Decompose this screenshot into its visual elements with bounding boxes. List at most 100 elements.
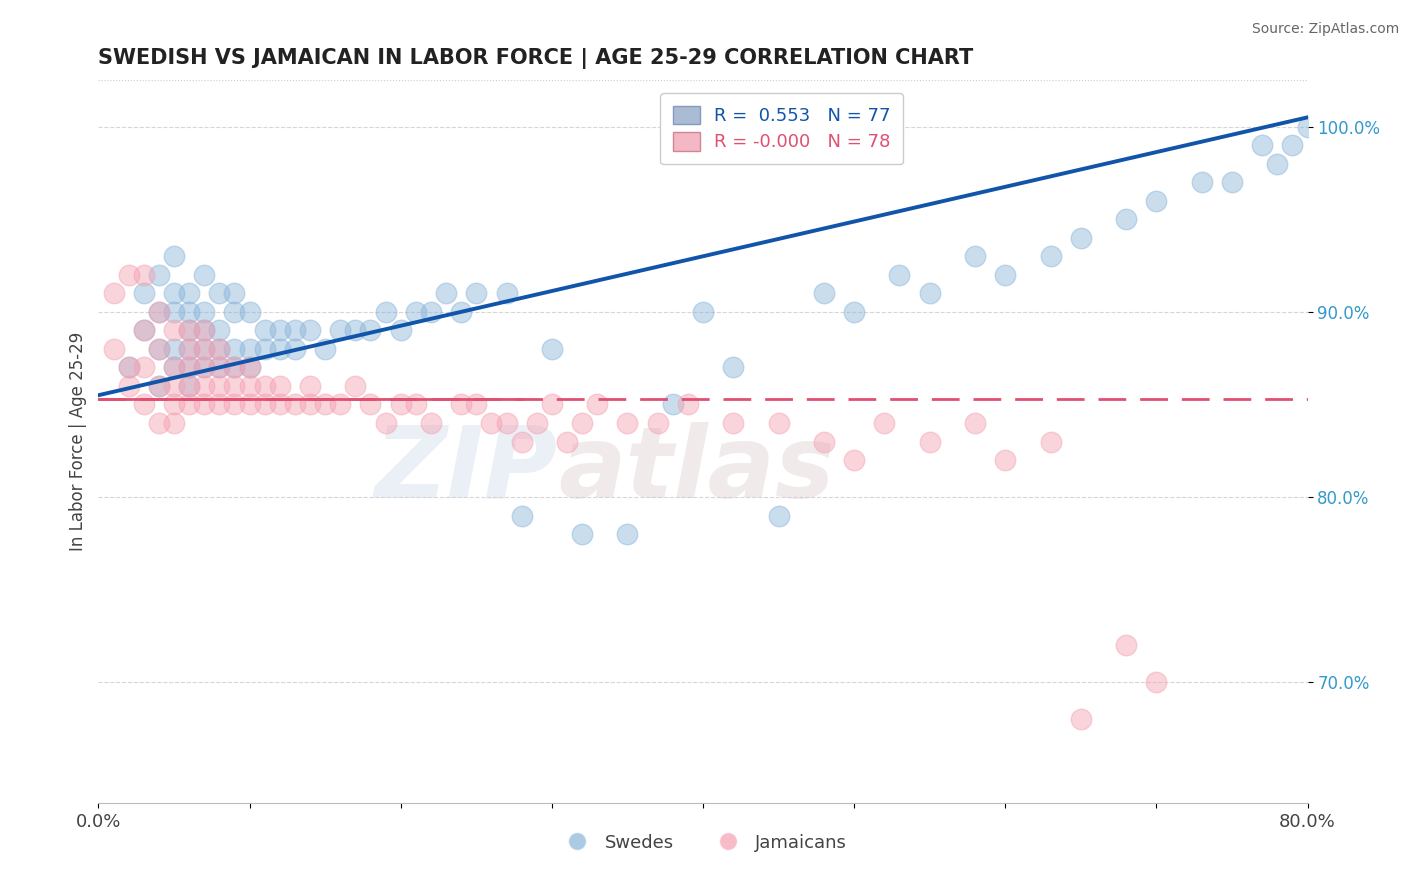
Point bbox=[405, 397, 427, 411]
Point bbox=[1039, 434, 1062, 449]
Point bbox=[329, 323, 352, 337]
Point bbox=[994, 268, 1017, 282]
Point bbox=[1144, 194, 1167, 208]
Point bbox=[918, 286, 941, 301]
Point bbox=[118, 268, 141, 282]
Point bbox=[179, 379, 201, 393]
Text: SWEDISH VS JAMAICAN IN LABOR FORCE | AGE 25-29 CORRELATION CHART: SWEDISH VS JAMAICAN IN LABOR FORCE | AGE… bbox=[98, 47, 974, 69]
Point bbox=[163, 323, 186, 337]
Point bbox=[163, 416, 186, 430]
Point bbox=[132, 323, 155, 337]
Point bbox=[179, 379, 201, 393]
Point bbox=[918, 434, 941, 449]
Point bbox=[1296, 120, 1319, 134]
Point bbox=[208, 397, 231, 411]
Point bbox=[179, 360, 201, 375]
Point bbox=[1039, 249, 1062, 263]
Point bbox=[224, 360, 246, 375]
Point bbox=[374, 416, 396, 430]
Point bbox=[314, 342, 336, 356]
Point bbox=[163, 360, 186, 375]
Point bbox=[965, 249, 987, 263]
Point bbox=[193, 360, 215, 375]
Point bbox=[676, 397, 699, 411]
Point bbox=[253, 379, 276, 393]
Point bbox=[132, 397, 155, 411]
Y-axis label: In Labor Force | Age 25-29: In Labor Force | Age 25-29 bbox=[69, 332, 87, 551]
Point bbox=[103, 286, 125, 301]
Point bbox=[420, 416, 443, 430]
Point bbox=[208, 360, 231, 375]
Point bbox=[224, 397, 246, 411]
Point bbox=[148, 379, 170, 393]
Point bbox=[405, 305, 427, 319]
Point bbox=[269, 379, 291, 393]
Point bbox=[239, 342, 262, 356]
Point bbox=[253, 397, 276, 411]
Point bbox=[465, 286, 488, 301]
Point bbox=[118, 360, 141, 375]
Point bbox=[360, 323, 382, 337]
Point bbox=[768, 416, 790, 430]
Point bbox=[208, 342, 231, 356]
Point bbox=[208, 342, 231, 356]
Point bbox=[208, 360, 231, 375]
Point bbox=[692, 305, 714, 319]
Point bbox=[148, 342, 170, 356]
Point bbox=[661, 397, 683, 411]
Point bbox=[1191, 175, 1213, 189]
Point bbox=[360, 397, 382, 411]
Point bbox=[284, 342, 307, 356]
Point bbox=[179, 360, 201, 375]
Point bbox=[132, 268, 155, 282]
Point bbox=[1281, 138, 1303, 153]
Point bbox=[208, 323, 231, 337]
Point bbox=[344, 323, 367, 337]
Point bbox=[540, 342, 562, 356]
Point bbox=[163, 342, 186, 356]
Point bbox=[374, 305, 396, 319]
Point bbox=[193, 323, 215, 337]
Point bbox=[163, 379, 186, 393]
Point bbox=[253, 323, 276, 337]
Point bbox=[844, 305, 866, 319]
Point bbox=[179, 323, 201, 337]
Point bbox=[420, 305, 443, 319]
Point bbox=[163, 286, 186, 301]
Legend: Swedes, Jamaicans: Swedes, Jamaicans bbox=[553, 826, 853, 859]
Point bbox=[224, 379, 246, 393]
Text: Source: ZipAtlas.com: Source: ZipAtlas.com bbox=[1251, 22, 1399, 37]
Point bbox=[239, 305, 262, 319]
Point bbox=[179, 342, 201, 356]
Point bbox=[1070, 231, 1092, 245]
Point bbox=[193, 360, 215, 375]
Point bbox=[193, 342, 215, 356]
Point bbox=[540, 397, 562, 411]
Point bbox=[1251, 138, 1274, 153]
Point bbox=[389, 323, 412, 337]
Point bbox=[193, 268, 215, 282]
Point bbox=[965, 416, 987, 430]
Point bbox=[299, 397, 322, 411]
Point bbox=[163, 249, 186, 263]
Point bbox=[510, 434, 533, 449]
Point bbox=[299, 379, 322, 393]
Point bbox=[813, 434, 835, 449]
Point bbox=[329, 397, 352, 411]
Point bbox=[118, 360, 141, 375]
Point bbox=[239, 360, 262, 375]
Point bbox=[193, 342, 215, 356]
Point bbox=[495, 286, 517, 301]
Point bbox=[1220, 175, 1243, 189]
Point bbox=[148, 342, 170, 356]
Point bbox=[434, 286, 457, 301]
Point bbox=[555, 434, 578, 449]
Point bbox=[586, 397, 609, 411]
Point bbox=[239, 360, 262, 375]
Point bbox=[571, 416, 593, 430]
Point bbox=[179, 323, 201, 337]
Point bbox=[148, 416, 170, 430]
Point bbox=[647, 416, 669, 430]
Point bbox=[193, 323, 215, 337]
Point bbox=[193, 397, 215, 411]
